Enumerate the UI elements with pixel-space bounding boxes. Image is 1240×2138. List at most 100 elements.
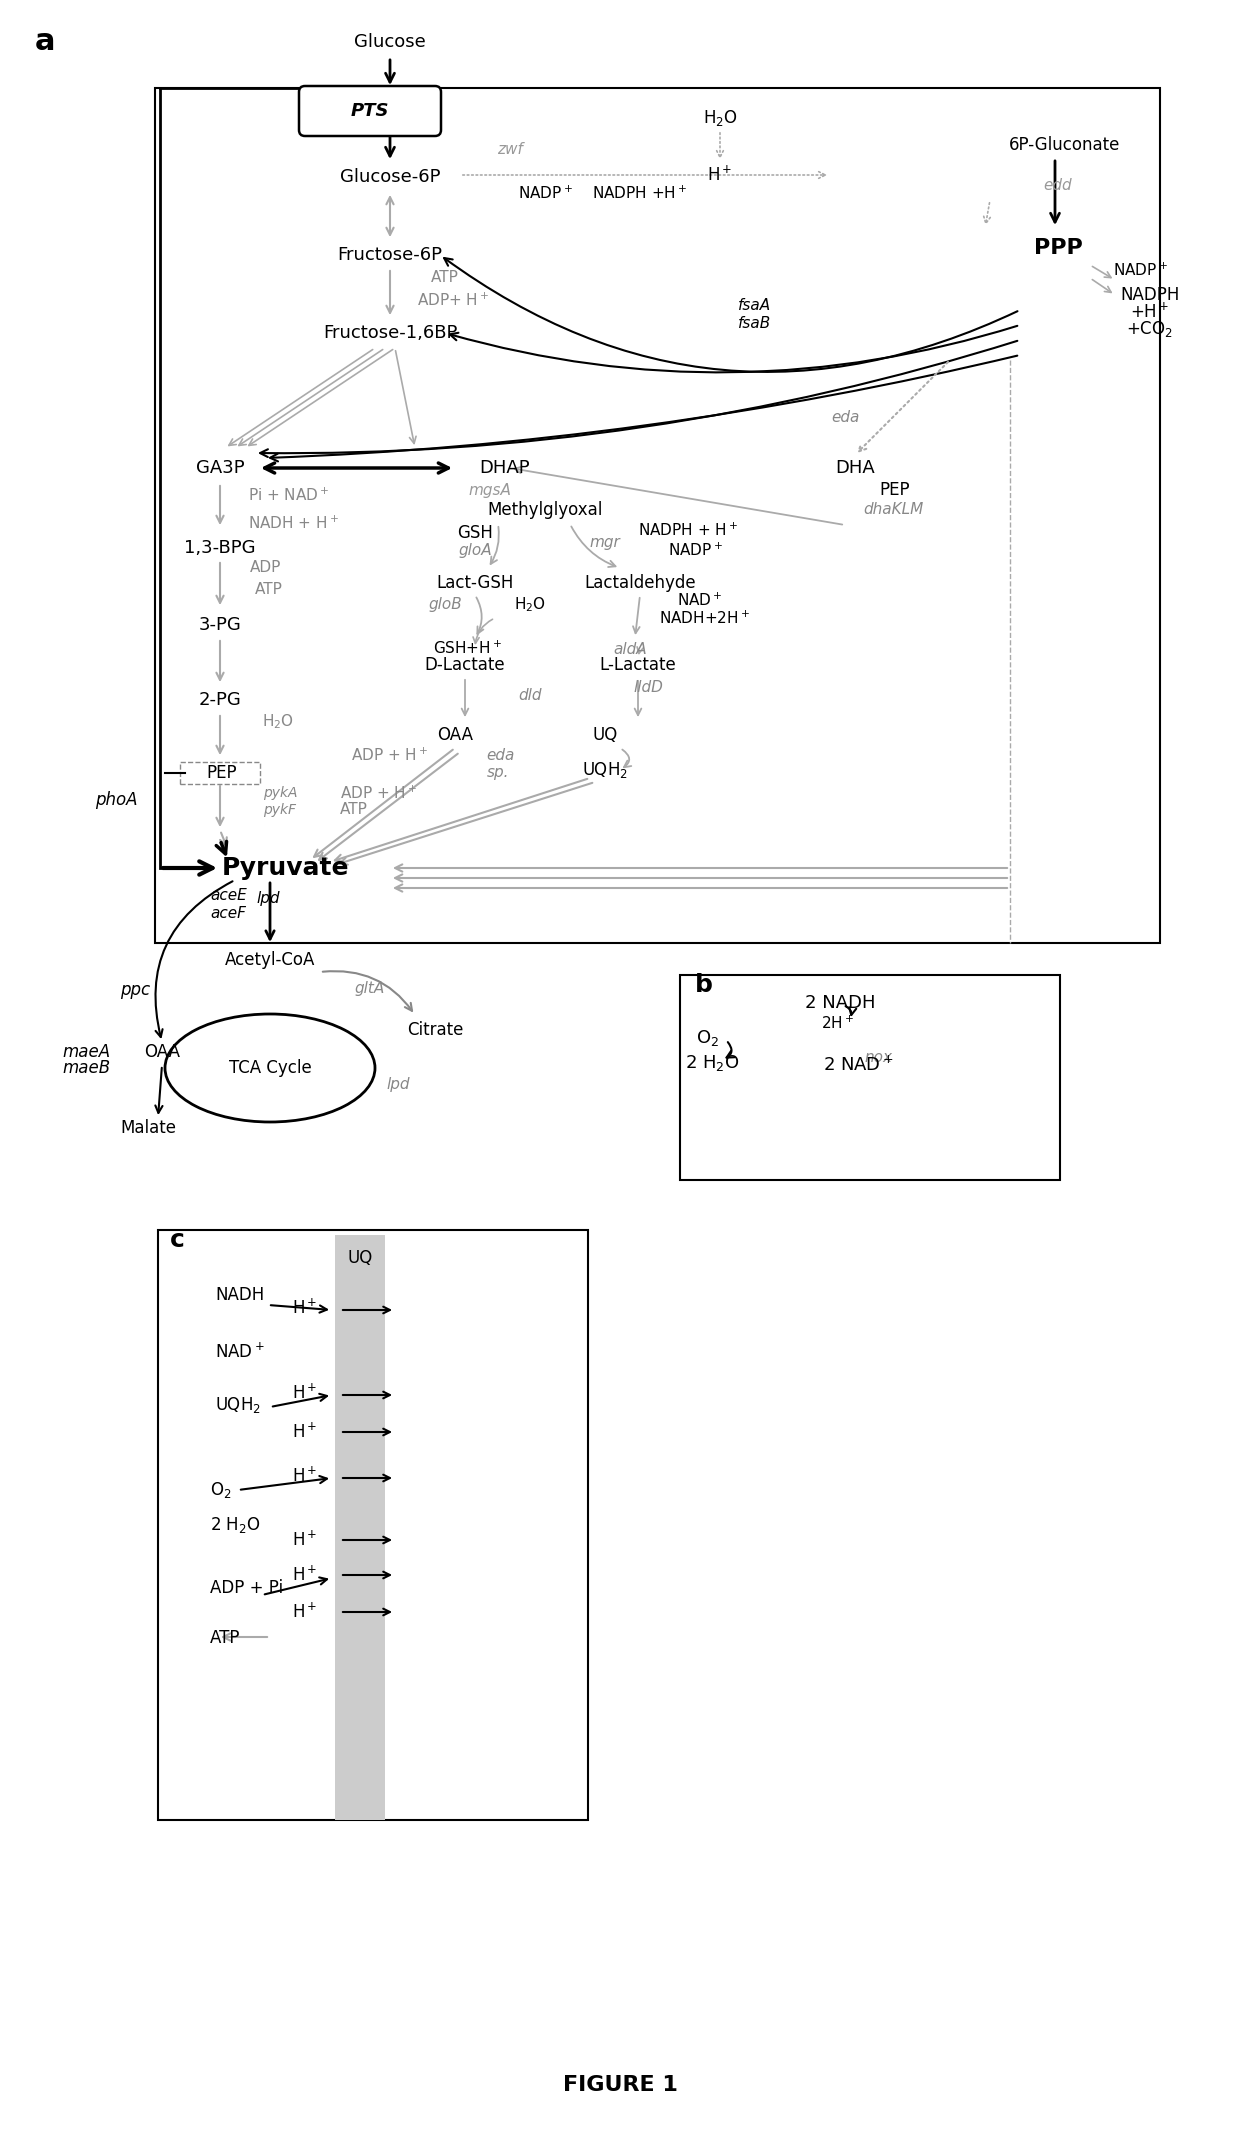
Text: NADP$^+$: NADP$^+$ <box>667 541 723 558</box>
Text: 2 NADH: 2 NADH <box>805 994 875 1011</box>
Text: GSH: GSH <box>458 524 494 543</box>
Text: 2-PG: 2-PG <box>198 691 242 710</box>
Text: NAD$^+$: NAD$^+$ <box>215 1343 264 1362</box>
Text: Glucose: Glucose <box>355 32 425 51</box>
Text: ppc: ppc <box>120 981 150 998</box>
Text: ADP + Pi: ADP + Pi <box>210 1580 283 1597</box>
Text: H$_2$O: H$_2$O <box>262 712 294 731</box>
Text: Methylglyoxal: Methylglyoxal <box>487 500 603 520</box>
Text: UQH$_2$: UQH$_2$ <box>582 759 627 780</box>
Text: OAA: OAA <box>144 1043 180 1060</box>
Text: 2H$^+$: 2H$^+$ <box>821 1013 854 1033</box>
Text: TCA Cycle: TCA Cycle <box>228 1058 311 1078</box>
Text: DHAP: DHAP <box>480 460 531 477</box>
Text: ADP + H$^+$: ADP + H$^+$ <box>340 785 418 802</box>
Text: UQ: UQ <box>593 727 618 744</box>
Text: DHA: DHA <box>835 460 875 477</box>
Text: PPP: PPP <box>1034 237 1083 259</box>
Bar <box>180 761 260 785</box>
Text: NADPH: NADPH <box>1120 286 1179 304</box>
Text: aceE: aceE <box>210 887 247 902</box>
Text: 2 NAD$^+$: 2 NAD$^+$ <box>822 1056 893 1075</box>
Text: ATP: ATP <box>340 802 368 817</box>
Text: zwf: zwf <box>497 143 523 158</box>
Text: Malate: Malate <box>120 1118 176 1137</box>
Text: NADP$^+$: NADP$^+$ <box>517 184 573 201</box>
Text: NAD$^+$: NAD$^+$ <box>677 592 723 609</box>
Text: +H$^+$: +H$^+$ <box>1131 301 1169 321</box>
Text: maeA: maeA <box>62 1043 110 1060</box>
Text: lpd: lpd <box>386 1078 409 1093</box>
Text: NADPH +H$^+$: NADPH +H$^+$ <box>593 184 688 201</box>
Text: L-Lactate: L-Lactate <box>600 656 676 673</box>
Text: Lact-GSH: Lact-GSH <box>436 573 513 592</box>
Text: a: a <box>35 28 56 56</box>
Text: gloA: gloA <box>459 543 492 558</box>
Text: aceF: aceF <box>210 907 246 921</box>
Text: aldA: aldA <box>614 644 647 659</box>
Text: 1,3-BPG: 1,3-BPG <box>185 539 255 558</box>
Text: lldD: lldD <box>634 680 663 695</box>
Text: NADH + H$^+$: NADH + H$^+$ <box>248 515 339 532</box>
Text: O$_2$: O$_2$ <box>697 1028 719 1048</box>
Text: GA3P: GA3P <box>196 460 244 477</box>
Text: Fructose-6P: Fructose-6P <box>337 246 443 263</box>
Text: H$^+$: H$^+$ <box>707 165 733 184</box>
Text: GSH+H$^+$: GSH+H$^+$ <box>434 639 502 656</box>
Text: mgsA: mgsA <box>469 483 511 498</box>
Text: ADP: ADP <box>250 560 281 575</box>
Text: fsaA: fsaA <box>739 297 771 312</box>
Text: fsaB: fsaB <box>738 316 771 331</box>
Text: gloB: gloB <box>428 597 463 611</box>
Text: dld: dld <box>518 688 542 703</box>
Text: c: c <box>170 1227 185 1253</box>
Text: NADP$^+$: NADP$^+$ <box>1112 261 1167 278</box>
Text: +CO$_2$: +CO$_2$ <box>1126 319 1173 340</box>
Text: H$^+$: H$^+$ <box>293 1467 317 1486</box>
Text: OAA: OAA <box>436 727 472 744</box>
Text: 3-PG: 3-PG <box>198 616 242 635</box>
Text: eda: eda <box>486 748 515 763</box>
Text: ADP + H$^+$: ADP + H$^+$ <box>351 746 429 763</box>
Text: H$_2$O: H$_2$O <box>703 109 738 128</box>
Text: nox: nox <box>864 1050 892 1065</box>
Text: ATP: ATP <box>255 582 283 597</box>
Text: 2 H$_2$O: 2 H$_2$O <box>210 1516 260 1535</box>
Text: 2 H$_2$O: 2 H$_2$O <box>684 1054 739 1073</box>
Text: NADH: NADH <box>215 1285 264 1304</box>
Text: ADP+ H$^+$: ADP+ H$^+$ <box>417 291 490 308</box>
Text: UQH$_2$: UQH$_2$ <box>215 1394 260 1415</box>
Text: O$_2$: O$_2$ <box>210 1479 232 1501</box>
Text: ATP: ATP <box>432 272 459 286</box>
Text: Citrate: Citrate <box>407 1022 464 1039</box>
Text: H$^+$: H$^+$ <box>293 1565 317 1584</box>
Bar <box>680 975 1060 1180</box>
Text: Fructose-1,6BP: Fructose-1,6BP <box>322 325 458 342</box>
Text: Pi + NAD$^+$: Pi + NAD$^+$ <box>248 485 330 505</box>
Text: gltA: gltA <box>355 981 386 996</box>
Text: H$^+$: H$^+$ <box>293 1601 317 1621</box>
Text: lpd: lpd <box>257 892 280 907</box>
Text: FIGURE 1: FIGURE 1 <box>563 2076 677 2095</box>
Text: H$^+$: H$^+$ <box>293 1531 317 1550</box>
Text: PEP: PEP <box>879 481 910 498</box>
Bar <box>335 1236 384 1819</box>
Bar <box>157 1229 588 1819</box>
FancyBboxPatch shape <box>299 86 441 137</box>
Text: NADPH + H$^+$: NADPH + H$^+$ <box>637 522 738 539</box>
Text: Acetyl-CoA: Acetyl-CoA <box>224 951 315 969</box>
Text: maeB: maeB <box>62 1058 110 1078</box>
Text: H$^+$: H$^+$ <box>293 1422 317 1441</box>
Text: PEP: PEP <box>207 763 237 783</box>
Text: dhaKLM: dhaKLM <box>863 502 923 517</box>
Text: edd: edd <box>1044 177 1073 192</box>
Text: H$^+$: H$^+$ <box>293 1298 317 1317</box>
Bar <box>155 88 1159 943</box>
Text: UQ: UQ <box>347 1249 373 1268</box>
Text: Pyruvate: Pyruvate <box>221 855 348 881</box>
Text: phoA: phoA <box>95 791 138 808</box>
Text: pykF: pykF <box>263 804 296 817</box>
Text: 6P-Gluconate: 6P-Gluconate <box>1009 137 1121 154</box>
Text: mgr: mgr <box>590 534 620 549</box>
Text: b: b <box>694 973 713 996</box>
